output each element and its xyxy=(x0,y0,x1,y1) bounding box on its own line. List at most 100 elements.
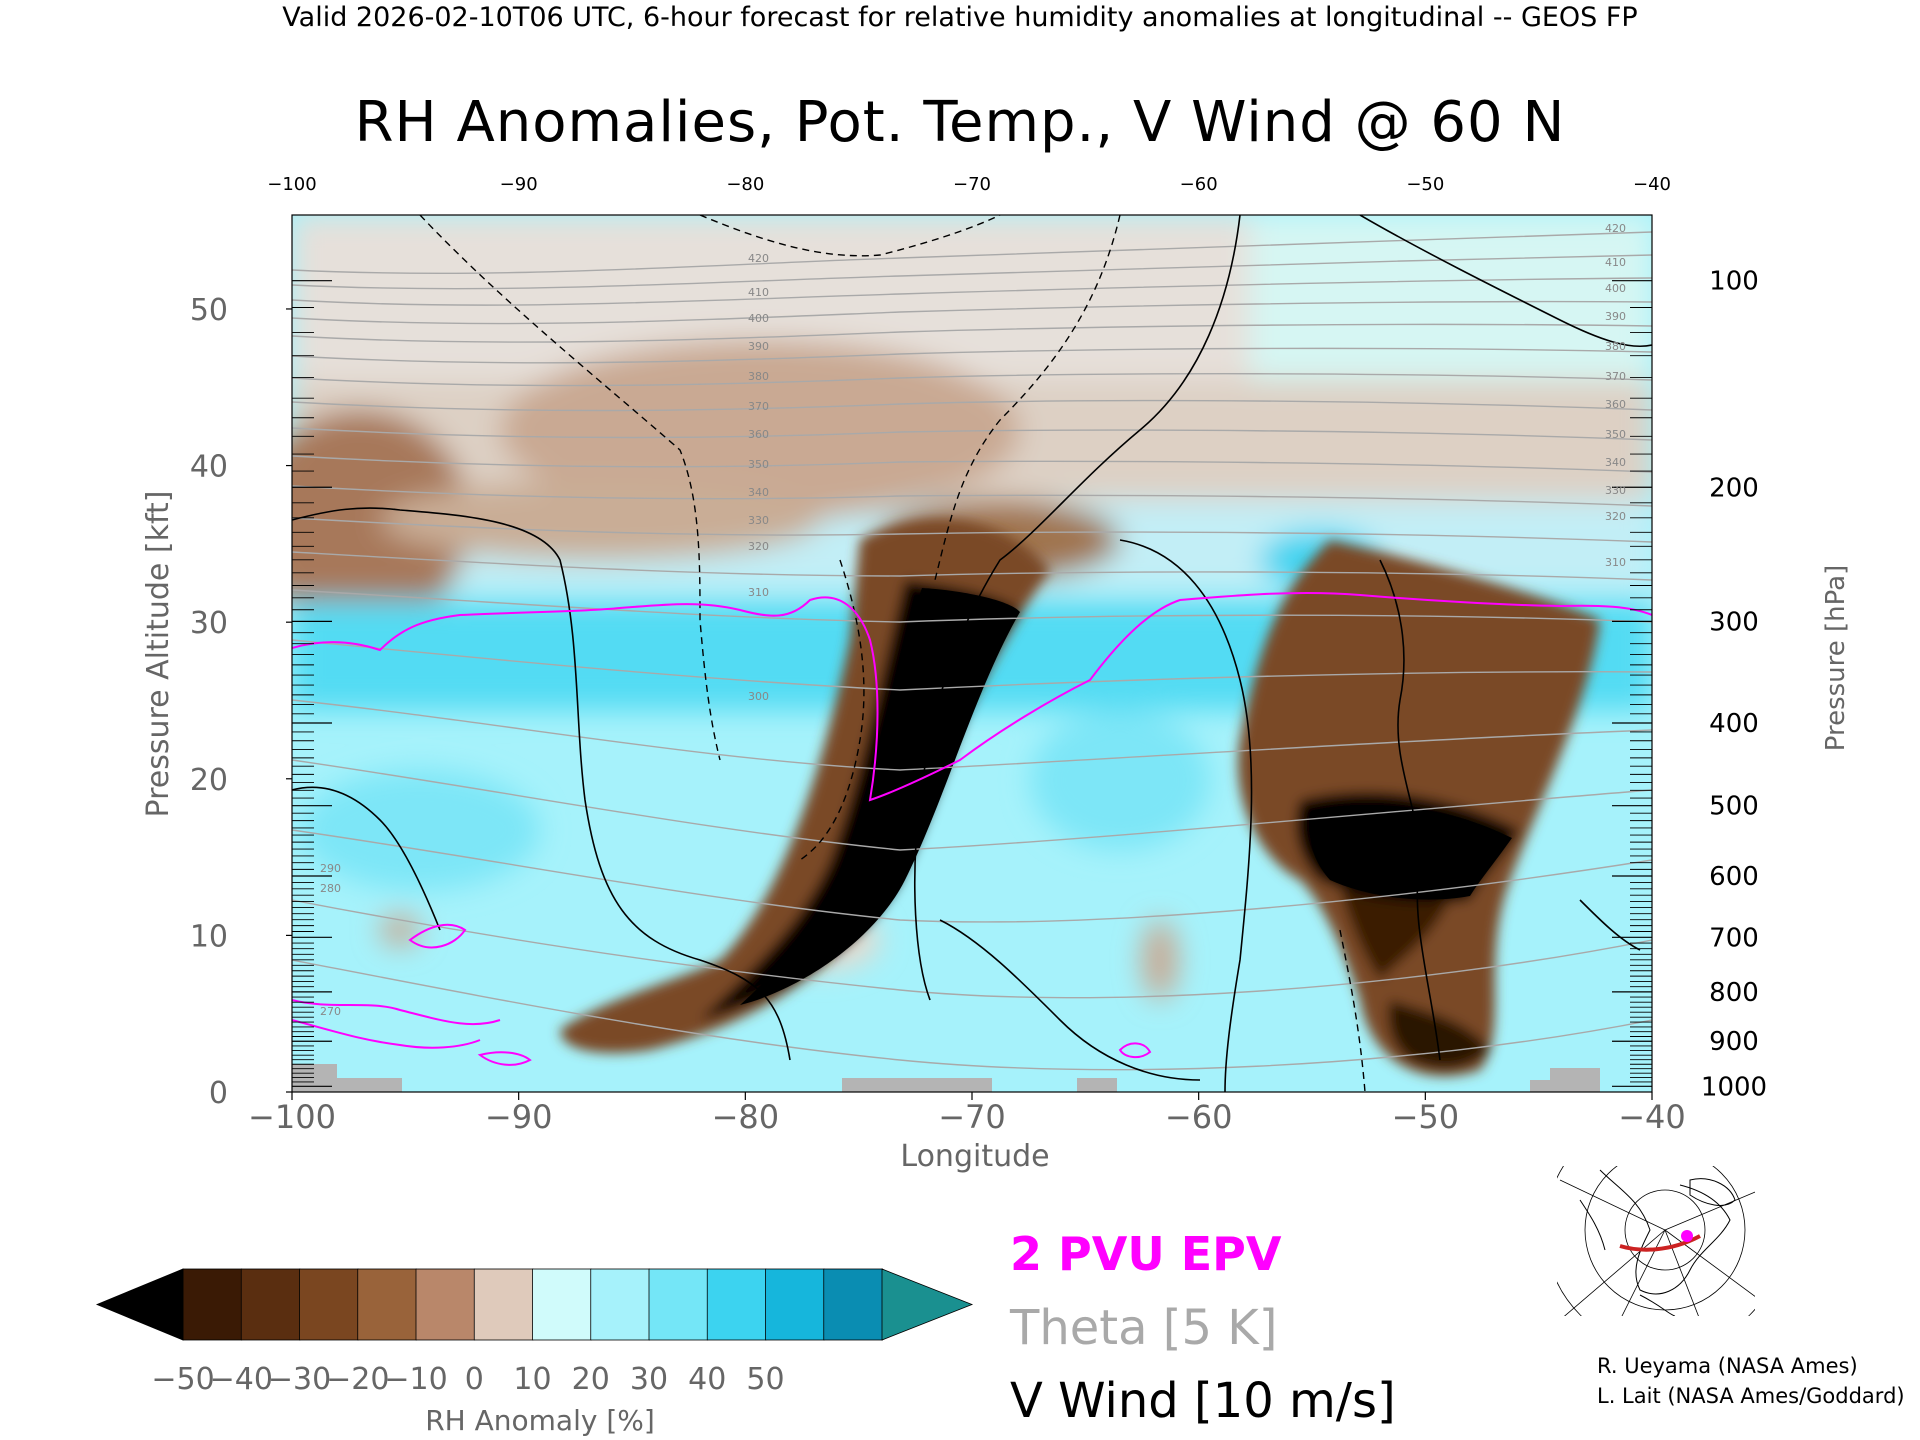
v-wind-contour-edge xyxy=(1579,899,1641,951)
colorbar-tick-label: 40 xyxy=(688,1362,726,1397)
x-tick-label: −70 xyxy=(938,1098,1006,1136)
colorbar-segment xyxy=(706,1268,767,1341)
x-tick-label: −80 xyxy=(712,1098,780,1136)
x-tick-label: −90 xyxy=(485,1098,553,1136)
pressure-tick-label: 600 xyxy=(1709,862,1759,892)
colorbar-tick-label: −50 xyxy=(151,1362,214,1397)
top-tick-label: −60 xyxy=(1180,174,1218,195)
colorbar-segment xyxy=(357,1268,417,1341)
theta-contours xyxy=(292,231,1652,1071)
y-tick-label: 20 xyxy=(190,763,228,798)
theta-contour-label-east: 380 xyxy=(1605,340,1626,353)
theta-contour-label: 420 xyxy=(748,252,769,265)
y-tick-label: 10 xyxy=(190,919,228,954)
theta-contour-label-east: 330 xyxy=(1605,484,1626,497)
colorbar-over-arrow xyxy=(881,1268,974,1341)
credit-line-2: L. Lait (NASA Ames/Goddard) xyxy=(1597,1384,1905,1408)
top-tick-label: −70 xyxy=(953,174,991,195)
v-wind-contour-sw xyxy=(292,786,441,931)
pv-contour-blob-3 xyxy=(1118,1042,1152,1058)
colorbar-tick-label: −30 xyxy=(268,1362,331,1397)
colorbar-tick-label: 20 xyxy=(572,1362,610,1397)
pv-contour-low-1 xyxy=(292,999,501,1026)
y-tick-label: 30 xyxy=(190,606,228,641)
colorbar-segment xyxy=(415,1268,476,1341)
x-tick-label: −40 xyxy=(1618,1098,1686,1136)
y-tick-label: 0 xyxy=(209,1076,228,1111)
y-tick-label: 40 xyxy=(190,450,228,485)
legend-vwind-label: V Wind [10 m/s] xyxy=(1010,1373,1396,1429)
v-wind-ten-contour-upper xyxy=(1359,215,1652,348)
x-tick-label: −50 xyxy=(1392,1098,1460,1136)
colorbar-tick-label: 30 xyxy=(630,1362,668,1397)
colorbar-tick-label: −40 xyxy=(210,1362,273,1397)
pressure-tick-label: 400 xyxy=(1709,709,1759,739)
theta-contour-label: 350 xyxy=(748,458,769,471)
colorbar-segment xyxy=(765,1268,825,1341)
pressure-tick-label: 800 xyxy=(1709,978,1759,1008)
colorbar-segment xyxy=(182,1268,243,1341)
pressure-tick-label: 700 xyxy=(1709,923,1759,953)
top-tick-label: −90 xyxy=(500,174,538,195)
pv-2pvu-contour xyxy=(292,591,1652,1066)
pressure-tick-label: 1000 xyxy=(1701,1072,1767,1102)
theta-contour-label: 340 xyxy=(748,486,769,499)
colorbar-label: RH Anomaly [%] xyxy=(425,1404,655,1437)
colorbar-tick-label: 0 xyxy=(465,1362,484,1397)
colorbar-segment xyxy=(299,1268,359,1341)
v-wind-neg-contour-central xyxy=(934,215,1121,581)
map-coastlines xyxy=(1579,1169,1736,1316)
theta-contour-label: 400 xyxy=(748,312,769,325)
pressure-tick-label: 300 xyxy=(1709,607,1759,637)
theta-contour-label-east: 360 xyxy=(1605,398,1626,411)
theta-contour-label: 280 xyxy=(320,882,341,895)
top-tick-label: −80 xyxy=(726,174,764,195)
colorbar-segment xyxy=(532,1268,592,1341)
theta-contour-label: 370 xyxy=(748,400,769,413)
pv-contour-tropopause xyxy=(292,591,1652,802)
y-axis-label: Pressure Altitude [kft] xyxy=(141,491,176,818)
colorbar-segment xyxy=(240,1268,301,1341)
theta-contour-label-east: 340 xyxy=(1605,456,1626,469)
colorbar-segment xyxy=(823,1268,883,1341)
pressure-tick-label: 100 xyxy=(1709,267,1759,297)
theta-contour-label-east: 320 xyxy=(1605,510,1626,523)
x-axis-label: Longitude xyxy=(900,1139,1049,1174)
v-wind-zero-contour-east xyxy=(1119,539,1253,1092)
chart-title: RH Anomalies, Pot. Temp., V Wind @ 60 N xyxy=(354,90,1566,155)
colorbar-segment xyxy=(648,1268,709,1341)
legend-pv-label: 2 PVU EPV xyxy=(1010,1227,1282,1281)
theta-contour-label-east: 370 xyxy=(1605,370,1626,383)
theta-contour-label: 270 xyxy=(320,1005,341,1018)
forecast-location-marker xyxy=(1681,1230,1693,1242)
top-tick-label: −40 xyxy=(1633,174,1671,195)
v-wind-zero-contour-central xyxy=(914,215,1241,1001)
theta-contour-label: 410 xyxy=(748,286,769,299)
top-tick-label: −50 xyxy=(1406,174,1444,195)
theta-contour-label: 360 xyxy=(748,428,769,441)
colorbar: −50−40−30−20−10 0 10 20 30 40 50 xyxy=(95,1268,974,1397)
colorbar-tick-label: −20 xyxy=(326,1362,389,1397)
pressure-tick-label: 900 xyxy=(1709,1027,1759,1057)
locator-map-inset xyxy=(1557,1166,1755,1316)
pressure-axis-label: Pressure [hPa] xyxy=(1821,565,1851,752)
theta-contour-label: 380 xyxy=(748,370,769,383)
v-wind-ten-contour-low xyxy=(939,919,1201,1081)
theta-contour-label: 300 xyxy=(748,690,769,703)
axes: −100 −90 −80 −70 −60 −50 −40 −100 −90 −80 −70 −60 −5… xyxy=(190,174,1767,1136)
top-tick-label: −100 xyxy=(267,174,316,195)
pv-contour-low-2 xyxy=(292,1019,481,1049)
theta-contour-label: 390 xyxy=(748,340,769,353)
legend-theta-label: Theta [5 K] xyxy=(1010,1300,1278,1356)
theta-contour-label-east: 310 xyxy=(1605,556,1626,569)
theta-contour-label-east: 400 xyxy=(1605,282,1626,295)
theta-contour-label-east: 350 xyxy=(1605,428,1626,441)
v-wind-contours xyxy=(292,215,1652,1092)
x-tick-label: −60 xyxy=(1165,1098,1233,1136)
colorbar-under-arrow xyxy=(95,1268,184,1341)
colorbar-tick-label: −10 xyxy=(384,1362,447,1397)
colorbar-tick-label: 50 xyxy=(746,1362,784,1397)
v-wind-neg-contour-east xyxy=(1339,929,1366,1092)
colorbar-segment xyxy=(590,1268,650,1341)
v-wind-neg-contour-top xyxy=(699,215,1001,257)
